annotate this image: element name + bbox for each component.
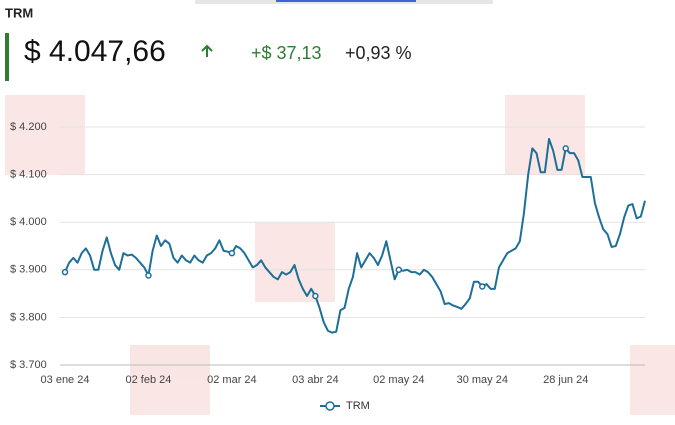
price: $ 4.047,66 <box>24 35 166 68</box>
point <box>228 249 236 257</box>
x-tick-label: 30 may 24 <box>457 374 508 386</box>
widget-title: TRM <box>5 5 33 20</box>
x-tick-label: 02 mar 24 <box>207 374 257 386</box>
y-tick-label: $ 3.900 <box>10 264 47 276</box>
x-tick-label: 02 may 24 <box>373 374 424 386</box>
point <box>395 266 403 274</box>
y-tick-label: $ 4.100 <box>10 169 47 181</box>
watermark <box>5 95 85 175</box>
change: +$ 37,13 <box>251 43 322 63</box>
accent-bar <box>5 33 9 81</box>
point <box>61 268 69 276</box>
line <box>64 137 646 334</box>
y-tick-label: $ 3.800 <box>10 311 47 323</box>
y-tick-label: $ 4.200 <box>10 121 47 133</box>
x-tick-label: 03 abr 24 <box>292 374 338 386</box>
watermarks <box>5 95 675 415</box>
watermark <box>255 222 335 302</box>
x-tick-label: 02 feb 24 <box>126 374 172 386</box>
change-pct: +0,93 % <box>345 43 412 63</box>
watermark <box>505 95 585 175</box>
watermark <box>630 345 675 415</box>
legend-label: TRM <box>346 400 370 412</box>
up-arrow <box>201 44 213 57</box>
point <box>312 292 319 300</box>
x-tick-label: 28 jun 24 <box>543 374 588 386</box>
point <box>145 272 152 279</box>
y-tick-label: $ 3.700 <box>10 359 47 371</box>
point <box>562 145 569 152</box>
legend-item: TRM <box>320 400 370 412</box>
y-tick-label: $ 4.000 <box>10 216 47 228</box>
watermark <box>130 345 210 415</box>
point <box>479 283 486 290</box>
legend-marker <box>325 401 335 411</box>
top-bar-accent <box>276 0 416 2</box>
x-tick-label: 03 ene 24 <box>41 374 90 386</box>
plot: $ 3.700 $ 3.800 $ 3.900 $ 4.000 $ 4.100 $ 4.2… <box>10 121 646 386</box>
